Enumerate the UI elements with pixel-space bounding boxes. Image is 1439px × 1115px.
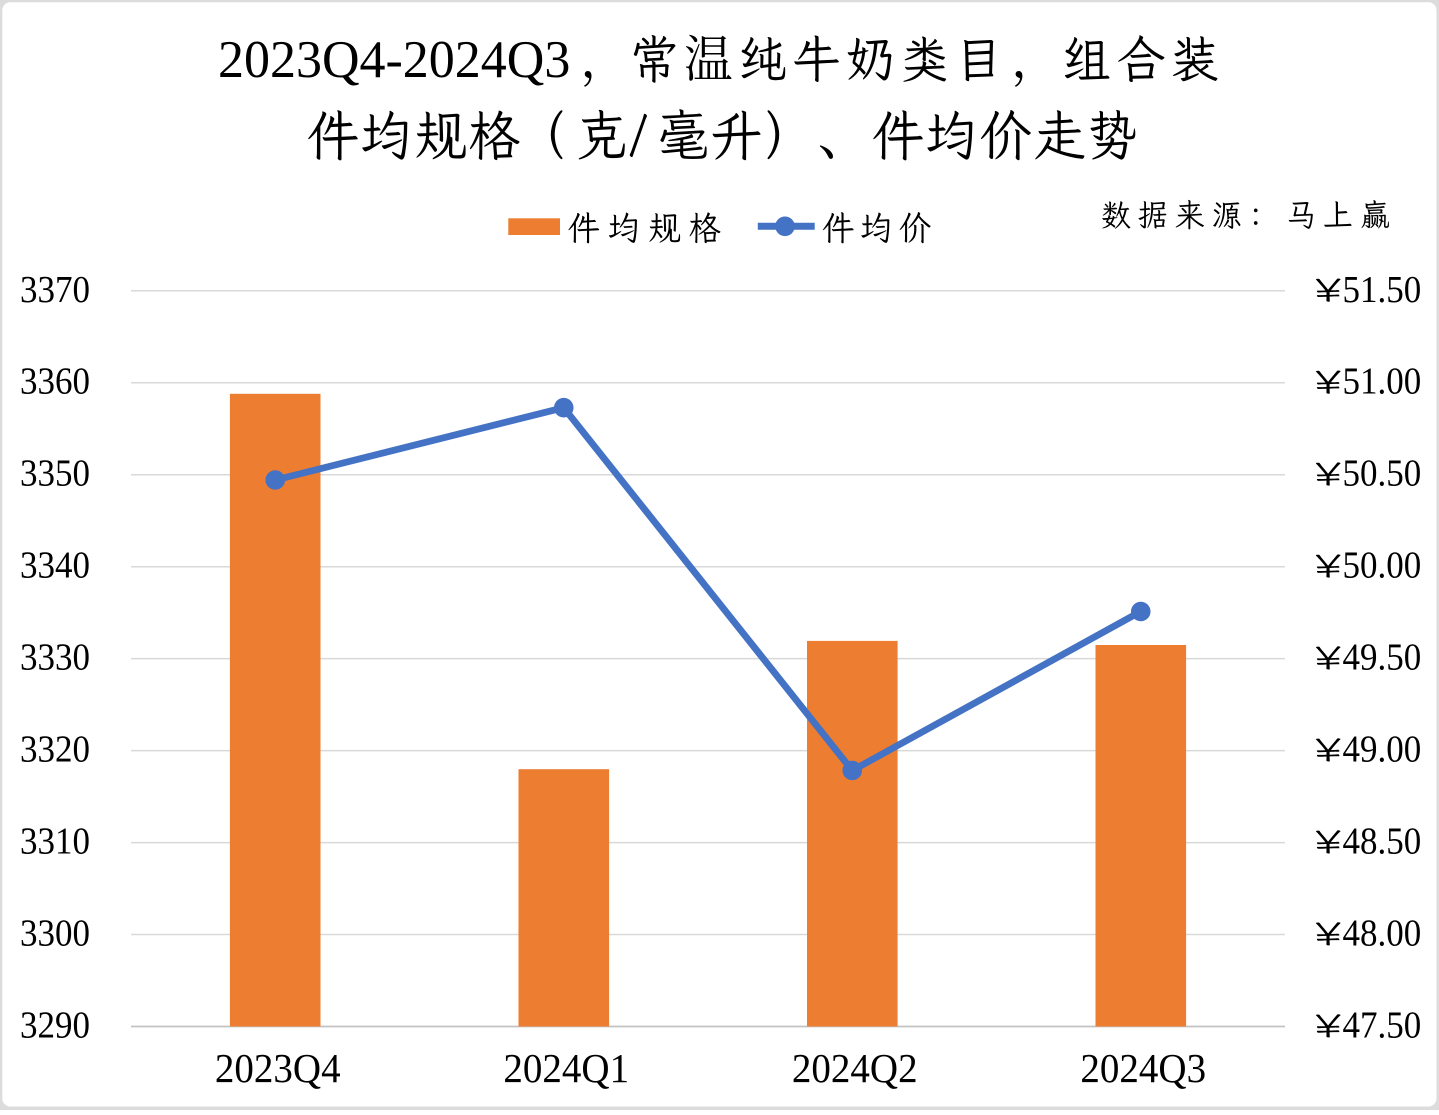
svg-text:49.00: 49.00 — [1343, 727, 1422, 770]
svg-text:2024Q1: 2024Q1 — [503, 1045, 629, 1091]
svg-text:3330: 3330 — [20, 635, 90, 678]
svg-text:3300: 3300 — [20, 911, 90, 954]
svg-text:2024Q2: 2024Q2 — [792, 1045, 918, 1091]
svg-text:3350: 3350 — [20, 451, 90, 494]
svg-text:50.50: 50.50 — [1343, 451, 1422, 494]
svg-text:3310: 3310 — [20, 819, 90, 862]
svg-text:3360: 3360 — [20, 359, 90, 402]
svg-text:3370: 3370 — [20, 267, 90, 310]
svg-text:48.50: 48.50 — [1343, 819, 1422, 862]
svg-text:3320: 3320 — [20, 727, 90, 770]
svg-text:48.00: 48.00 — [1343, 911, 1422, 954]
svg-text:51.00: 51.00 — [1343, 359, 1422, 402]
svg-text:2023Q4: 2023Q4 — [215, 1045, 341, 1091]
svg-text:2023Q4-2024Q3: 2023Q4-2024Q3 — [218, 31, 570, 90]
svg-text:2024Q3: 2024Q3 — [1080, 1045, 1206, 1091]
svg-text:3290: 3290 — [20, 1003, 90, 1046]
svg-text:50.00: 50.00 — [1343, 543, 1422, 586]
svg-text:3340: 3340 — [20, 543, 90, 586]
svg-text:49.50: 49.50 — [1343, 635, 1422, 678]
svg-text:51.50: 51.50 — [1343, 267, 1422, 310]
svg-text:47.50: 47.50 — [1343, 1003, 1422, 1046]
